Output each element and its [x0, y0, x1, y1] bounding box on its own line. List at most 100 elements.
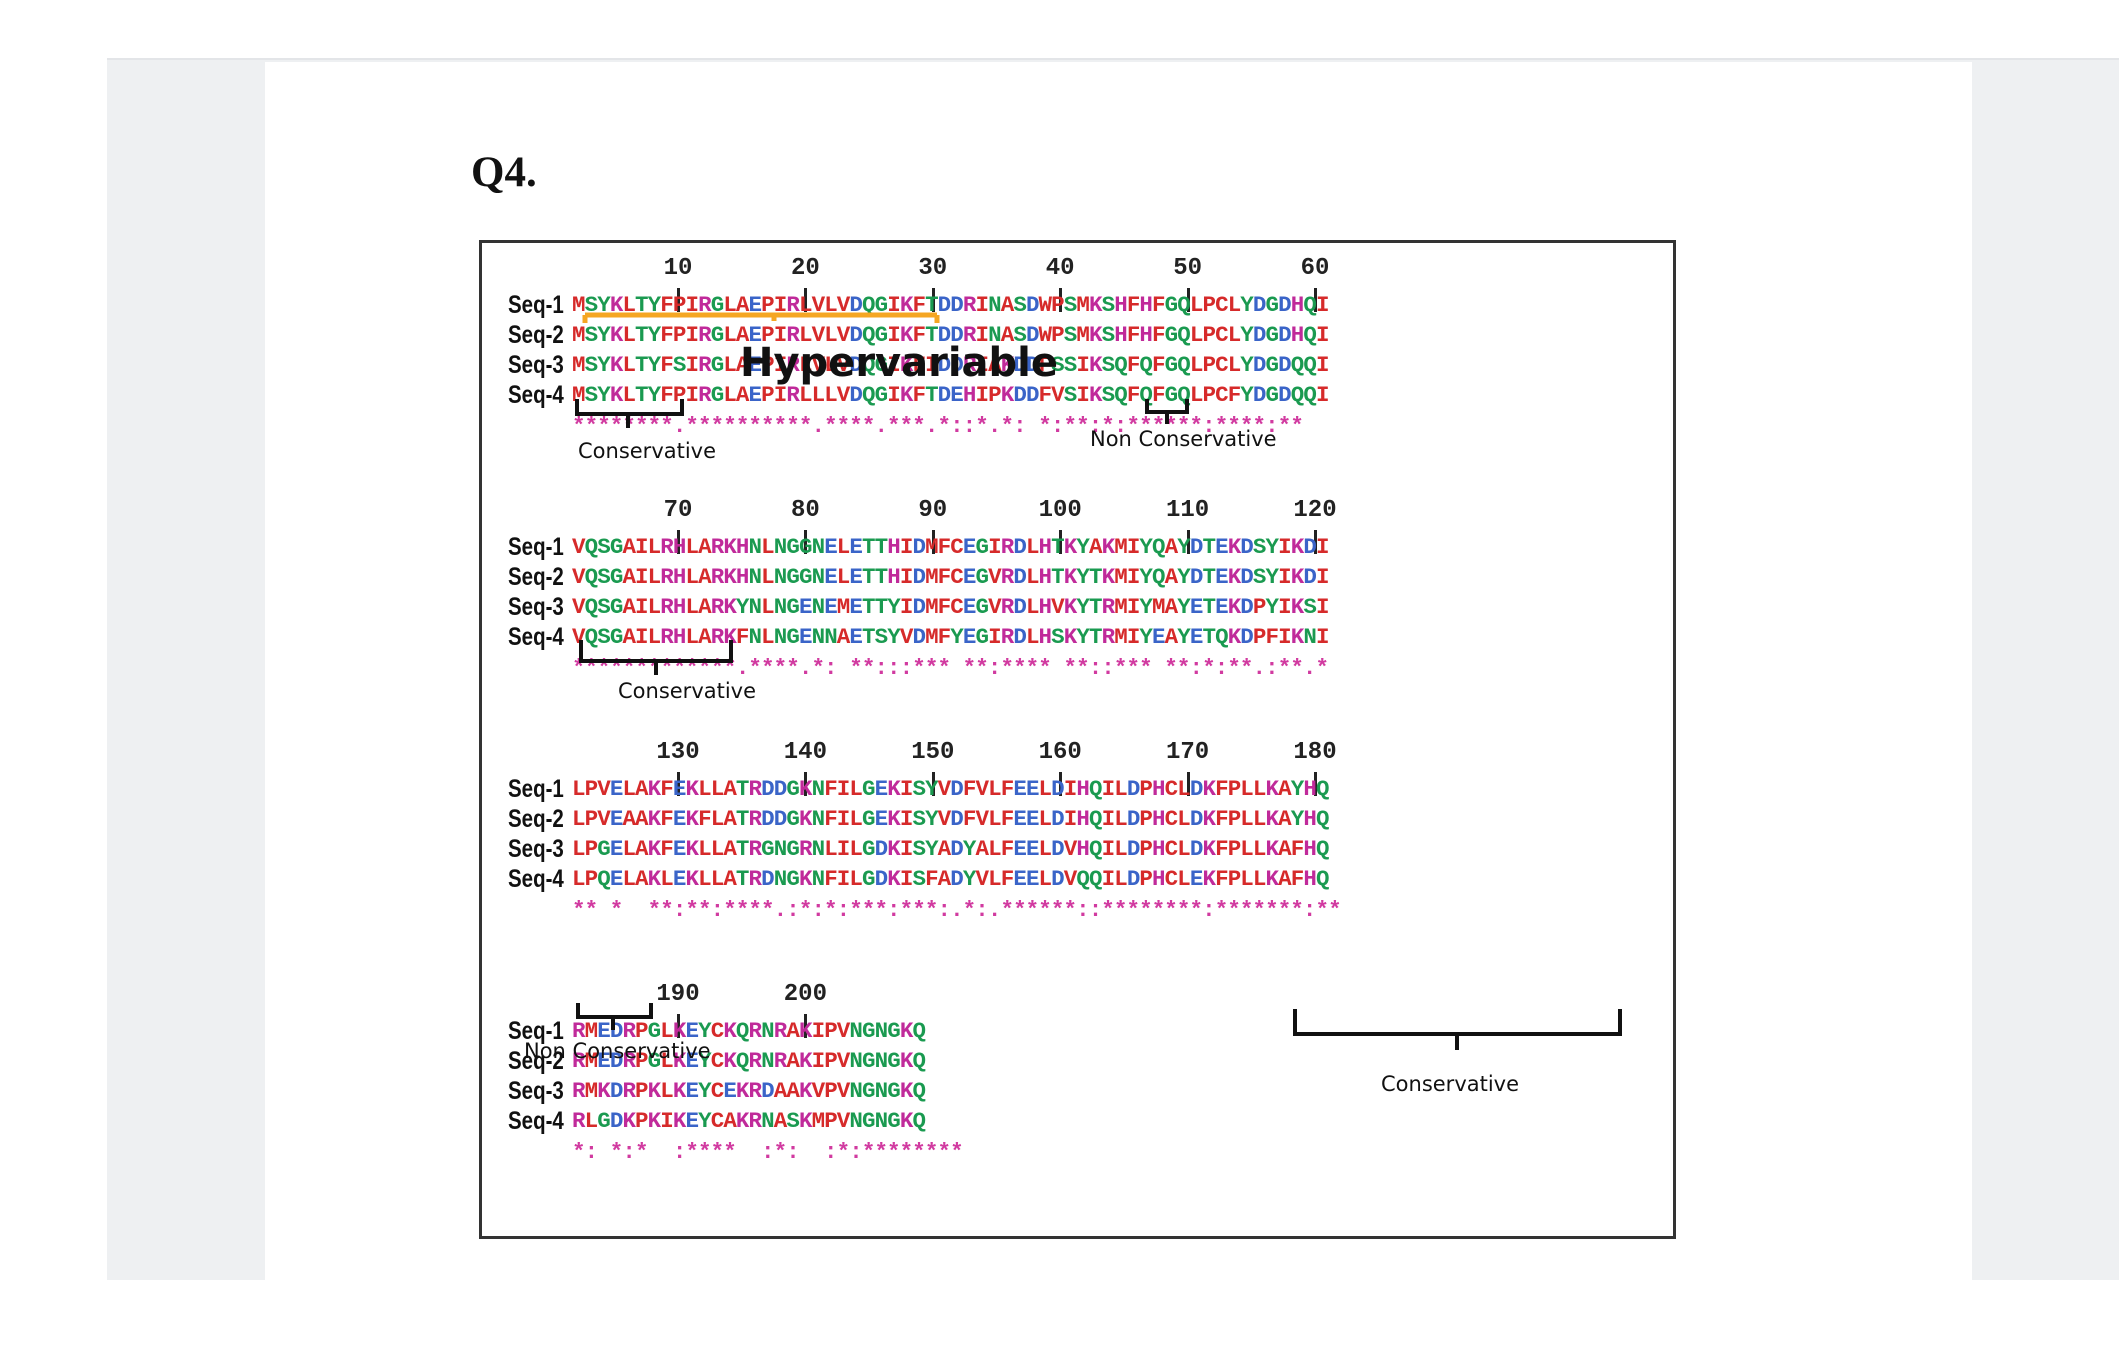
residue: D — [950, 322, 963, 348]
non-conservative-brace-2 — [576, 1003, 653, 1030]
residue: E — [962, 564, 976, 590]
residue: Y — [925, 776, 938, 802]
residue: G — [710, 292, 724, 318]
residue: I — [925, 352, 938, 378]
residue: L — [849, 776, 863, 802]
residue: D — [950, 292, 963, 318]
residue: N — [874, 1108, 888, 1134]
residue: S — [1303, 594, 1316, 620]
residue: T — [925, 382, 938, 408]
residue: L — [988, 836, 1001, 862]
residue: L — [622, 836, 636, 862]
residue: S — [584, 352, 598, 378]
ruler-tick — [1186, 530, 1190, 554]
residue: Q — [1315, 776, 1329, 802]
residue: D — [1025, 322, 1039, 348]
ruler-number: 130 — [656, 739, 700, 766]
residue: L — [1025, 534, 1039, 560]
residue: D — [950, 836, 963, 862]
residue: F — [1290, 836, 1304, 862]
residue: L — [1177, 866, 1190, 892]
residue: E — [609, 866, 623, 892]
residue: D — [1025, 292, 1039, 318]
residue: F — [1215, 776, 1228, 802]
residue: D — [1303, 534, 1316, 560]
residue: G — [862, 776, 875, 802]
residue: L — [824, 352, 837, 378]
residue: I — [1278, 624, 1291, 650]
residue: L — [824, 382, 837, 408]
residue: E — [849, 594, 863, 620]
residue: V — [836, 1018, 850, 1044]
residue: R — [622, 1078, 636, 1104]
residue: Y — [647, 292, 661, 318]
residue: L — [723, 322, 736, 348]
residue: Y — [950, 624, 963, 650]
residue: V — [975, 866, 989, 892]
residue: I — [685, 322, 699, 348]
residue: I — [1063, 806, 1077, 832]
residue: Q — [1114, 382, 1127, 408]
residue: I — [811, 1048, 825, 1074]
residue: P — [761, 292, 774, 318]
residue: L — [1240, 866, 1253, 892]
residue: G — [874, 382, 888, 408]
residue: Q — [1303, 292, 1316, 318]
residue: Y — [1139, 564, 1153, 590]
residue: E — [798, 624, 812, 650]
residue: S — [874, 624, 888, 650]
residue: I — [899, 776, 913, 802]
residue: M — [1152, 594, 1165, 620]
residue: L — [685, 534, 699, 560]
residue: S — [912, 836, 926, 862]
ruler-tick — [1059, 530, 1063, 554]
residue: D — [1025, 352, 1039, 378]
residue: S — [584, 382, 598, 408]
residue: D — [761, 776, 774, 802]
residue: G — [862, 836, 875, 862]
sequence-label: Seq-1 — [508, 775, 564, 803]
ruler-number: 120 — [1293, 497, 1337, 524]
residue: A — [1164, 534, 1178, 560]
residue: V — [572, 534, 585, 560]
residue: E — [1013, 806, 1026, 832]
ruler-number: 190 — [656, 981, 700, 1008]
residue: G — [710, 382, 724, 408]
residue: Y — [698, 1048, 711, 1074]
residue: K — [887, 776, 900, 802]
residue: R — [962, 322, 976, 348]
residue: N — [849, 1018, 863, 1044]
residue: K — [647, 1108, 661, 1134]
residue: G — [1265, 382, 1279, 408]
residue: I — [1063, 776, 1077, 802]
residue: R — [710, 624, 724, 650]
residue: K — [672, 1048, 686, 1074]
residue: R — [1101, 624, 1115, 650]
residue: L — [1240, 806, 1253, 832]
residue: Q — [735, 1018, 749, 1044]
residue: H — [1290, 292, 1304, 318]
residue: K — [899, 1018, 913, 1044]
residue: Y — [698, 1078, 711, 1104]
residue: F — [912, 352, 926, 378]
residue: L — [1252, 866, 1266, 892]
residue: L — [660, 1018, 673, 1044]
residue: I — [1126, 564, 1140, 590]
residue: G — [1164, 322, 1178, 348]
residue: I — [1315, 292, 1329, 318]
residue: D — [761, 1078, 774, 1104]
residue: G — [609, 534, 623, 560]
residue: V — [811, 1078, 825, 1104]
sequence-residues: VQSGAILRHLARKHNLNGGNELETTHIDMFCEGIRDLHTK… — [572, 534, 1329, 560]
residue: L — [798, 382, 812, 408]
residue: M — [572, 292, 585, 318]
residue: T — [1202, 534, 1216, 560]
conservative-brace-1 — [575, 399, 684, 428]
residue: M — [1114, 624, 1127, 650]
residue: D — [1240, 564, 1253, 590]
residue: R — [773, 1048, 787, 1074]
residue: D — [609, 1078, 623, 1104]
residue: D — [1126, 776, 1140, 802]
residue: I — [635, 564, 648, 590]
sequence-label: Seq-1 — [508, 533, 564, 561]
